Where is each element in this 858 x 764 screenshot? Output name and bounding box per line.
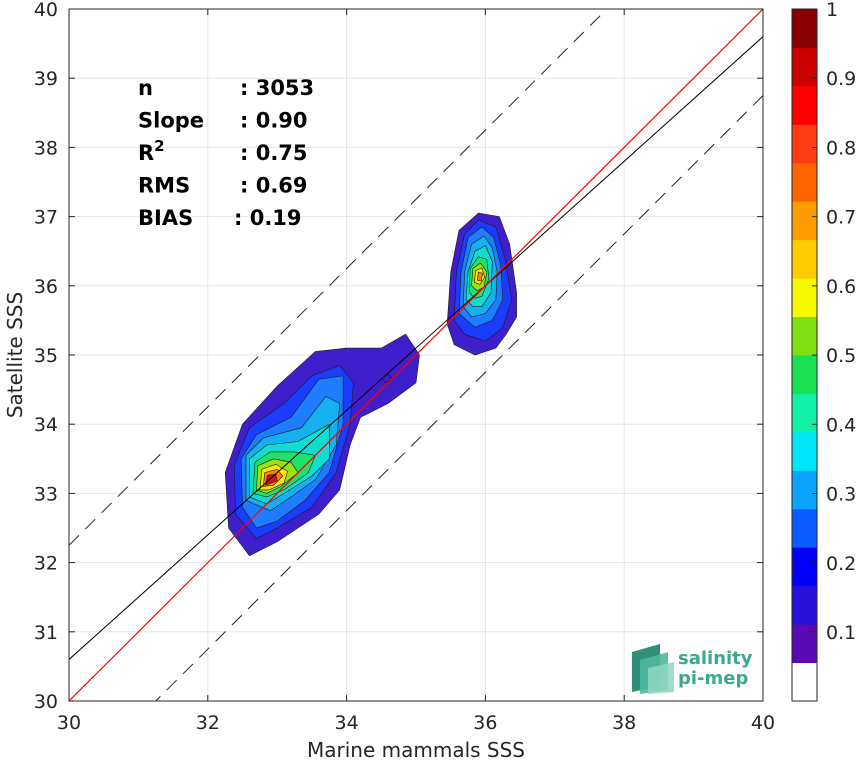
stat-label: BIAS — [138, 206, 193, 230]
colorbar-tick-label: 0.1 — [826, 622, 856, 644]
colorbar-tick-label: 0.9 — [826, 68, 856, 90]
wave-logo-icon — [632, 644, 674, 694]
colorbar-segment — [792, 239, 817, 279]
x-axis-ticks: 30 32 34 36 38 40 — [57, 9, 775, 734]
x-tick-label: 30 — [57, 712, 81, 734]
colorbar-segment — [792, 470, 817, 510]
reference-lines — [69, 9, 763, 701]
one-to-one-line — [69, 9, 763, 701]
colorbar-segment — [792, 393, 817, 433]
y-tick-label: 37 — [34, 207, 58, 229]
colorbar-segment — [792, 162, 817, 202]
y-tick-label: 38 — [34, 137, 58, 159]
colorbar-tick-label: 0.8 — [826, 137, 856, 159]
colorbar-segment — [792, 85, 817, 125]
colorbar-segment — [792, 9, 817, 48]
colorbar-segment — [792, 547, 817, 587]
fit-line — [69, 36, 763, 660]
colorbar-segment — [792, 662, 817, 702]
y-tick-label: 39 — [34, 68, 58, 90]
y-tick-label: 32 — [34, 553, 58, 575]
x-tick-label: 32 — [196, 712, 220, 734]
stat-value: : 0.69 — [240, 174, 308, 198]
y-axis-label: Satellite SSS — [3, 292, 27, 418]
colorbar-segment — [792, 316, 817, 356]
stat-label: RMS — [138, 174, 190, 198]
y-tick-label: 36 — [34, 276, 58, 298]
x-tick-label: 36 — [473, 712, 497, 734]
y-tick-label: 35 — [34, 345, 58, 367]
stat-label: Slope — [138, 109, 204, 133]
colorbar-tick-label: 1 — [826, 0, 838, 21]
y-tick-label: 31 — [34, 622, 58, 644]
bound-line-2 — [155, 95, 763, 701]
bound-line-1 — [69, 9, 608, 546]
y-tick-label: 40 — [34, 0, 58, 21]
colorbar-segment — [792, 431, 817, 471]
colorbar-segment — [792, 124, 817, 164]
stat-value: : 3053 — [240, 76, 314, 100]
salinity-pimep-logo: salinity pi-mep — [632, 644, 753, 694]
y-axis-ticks: 30 31 32 33 34 35 36 37 38 39 40 — [34, 0, 763, 713]
x-tick-label: 34 — [335, 712, 359, 734]
colorbar-segment — [792, 355, 817, 394]
colorbar-tick-label: 0.6 — [826, 276, 856, 298]
colorbar: 0.1 0.2 0.3 0.4 0.5 0.6 0.7 0.8 0.9 1 — [791, 0, 856, 702]
colorbar-segment — [792, 624, 817, 664]
x-axis-label: Marine mammals SSS — [307, 738, 525, 762]
colorbar-tick-label: 0.4 — [826, 414, 856, 436]
x-tick-label: 40 — [751, 712, 775, 734]
colorbar-tick-label: 0.7 — [826, 207, 856, 229]
y-tick-label: 30 — [34, 691, 58, 713]
x-tick-label: 38 — [612, 712, 636, 734]
stat-value: : 0.75 — [240, 141, 308, 165]
contour-level-9 — [476, 271, 483, 282]
y-tick-label: 34 — [34, 414, 58, 436]
colorbar-segment — [792, 278, 817, 318]
colorbar-tick-label: 0.5 — [826, 345, 856, 367]
stat-value: : 0.90 — [240, 109, 308, 133]
logo-line1: salinity — [678, 648, 753, 669]
colorbar-segment — [792, 508, 817, 548]
stat-value: : 0.19 — [234, 206, 302, 230]
colorbar-segment — [792, 47, 817, 87]
logo-line2: pi-mep — [678, 668, 748, 689]
stat-label: n — [138, 76, 153, 100]
colorbar-segment — [792, 201, 817, 241]
colorbar-tick-label: 0.3 — [826, 484, 856, 506]
colorbar-tick-label: 0.2 — [826, 553, 856, 575]
colorbar-segment — [792, 585, 817, 625]
y-tick-label: 33 — [34, 483, 58, 505]
stat-superscript: 2 — [154, 137, 164, 155]
